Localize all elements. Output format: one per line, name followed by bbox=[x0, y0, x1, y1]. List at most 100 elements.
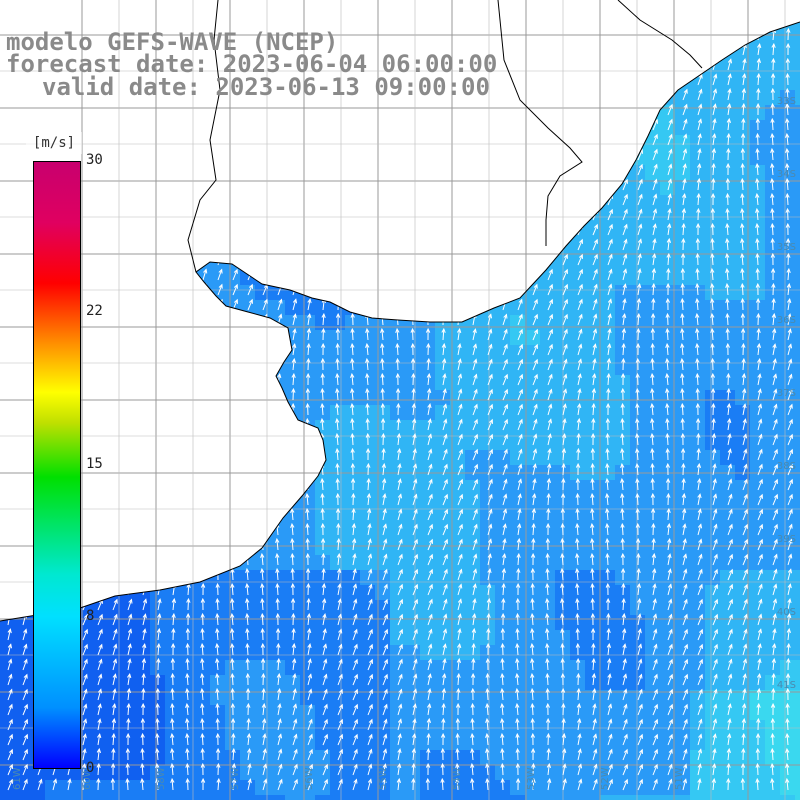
wind-arrow bbox=[140, 162, 145, 176]
wind-arrow bbox=[112, 418, 117, 431]
wind-arrow bbox=[560, 537, 565, 551]
wind-arrow bbox=[262, 298, 268, 311]
wind-arrow bbox=[786, 12, 791, 26]
wind-arrow bbox=[427, 628, 433, 641]
wind-arrow bbox=[216, 507, 222, 521]
wind-arrow bbox=[157, 433, 163, 446]
wind-arrow bbox=[532, 223, 538, 236]
wind-arrow bbox=[652, 43, 658, 56]
wind-arrow bbox=[322, 13, 328, 26]
wind-arrow bbox=[232, 238, 238, 251]
wind-arrow bbox=[470, 687, 476, 701]
wind-arrow bbox=[725, 297, 730, 311]
wind-arrow bbox=[591, 402, 596, 416]
wind-arrow bbox=[7, 748, 13, 761]
wind-arrow bbox=[607, 253, 613, 266]
wind-arrow bbox=[606, 627, 611, 641]
wind-arrow bbox=[562, 208, 568, 221]
wind-arrow bbox=[530, 567, 536, 581]
wind-arrow bbox=[666, 222, 672, 236]
wind-arrow bbox=[202, 522, 207, 536]
wind-arrow bbox=[52, 0, 58, 11]
wind-arrow bbox=[695, 372, 700, 386]
wind-arrow bbox=[712, 643, 718, 656]
wind-arrow bbox=[427, 448, 433, 461]
wind-arrow bbox=[337, 778, 343, 791]
wind-arrow bbox=[785, 147, 790, 161]
wind-arrow bbox=[185, 732, 190, 746]
wind-arrow bbox=[22, 583, 27, 596]
wind-arrow bbox=[187, 478, 193, 491]
wind-arrow bbox=[561, 462, 566, 476]
wind-arrow bbox=[740, 147, 746, 161]
wind-arrow bbox=[560, 567, 565, 581]
wind-arrow bbox=[275, 492, 280, 506]
wind-arrow bbox=[577, 313, 583, 326]
wind-arrow bbox=[607, 673, 612, 686]
wind-arrow bbox=[427, 553, 433, 566]
wind-arrow bbox=[532, 253, 538, 266]
wind-arrow bbox=[82, 508, 88, 521]
wind-arrow bbox=[336, 282, 341, 296]
wind-arrow bbox=[457, 12, 462, 26]
wind-arrow bbox=[530, 642, 535, 656]
wind-arrow bbox=[710, 237, 715, 251]
wind-arrow bbox=[545, 582, 550, 596]
wind-arrow bbox=[140, 192, 145, 206]
wind-arrow bbox=[665, 432, 670, 446]
wind-arrow bbox=[172, 493, 178, 506]
wind-arrow bbox=[605, 462, 610, 476]
wind-arrow bbox=[652, 13, 658, 26]
wind-arrow bbox=[171, 237, 176, 251]
wind-arrow bbox=[682, 178, 687, 191]
wind-arrow bbox=[156, 282, 161, 296]
wind-arrow bbox=[652, 103, 658, 116]
wind-arrow bbox=[245, 492, 251, 506]
wind-arrow bbox=[696, 447, 701, 461]
wind-arrow bbox=[562, 298, 568, 311]
wind-arrow bbox=[261, 702, 267, 716]
wind-arrow bbox=[770, 102, 775, 116]
wind-arrow bbox=[277, 148, 283, 161]
wind-arrow bbox=[22, 703, 28, 716]
wind-arrow bbox=[382, 763, 387, 776]
wind-arrow bbox=[126, 357, 132, 371]
wind-arrow bbox=[290, 522, 295, 536]
wind-arrow bbox=[215, 717, 220, 731]
latitude-label: 38S bbox=[777, 461, 796, 472]
wind-arrow bbox=[320, 417, 325, 431]
wind-arrow bbox=[787, 373, 793, 386]
wind-arrow bbox=[560, 627, 565, 641]
wind-arrow bbox=[142, 343, 147, 356]
wind-arrow bbox=[697, 613, 703, 626]
wind-arrow bbox=[697, 523, 703, 536]
wind-arrow bbox=[665, 402, 670, 416]
wind-arrow bbox=[772, 583, 778, 596]
wind-arrow bbox=[365, 267, 371, 281]
wind-arrow bbox=[502, 358, 508, 371]
wind-arrow bbox=[622, 778, 628, 791]
wind-arrow bbox=[187, 298, 193, 311]
wind-arrow bbox=[290, 582, 296, 596]
wind-arrow bbox=[697, 673, 703, 686]
wind-arrow bbox=[697, 718, 703, 731]
wind-arrow bbox=[561, 432, 567, 446]
wind-arrow bbox=[306, 627, 312, 641]
wind-arrow bbox=[516, 192, 522, 206]
wind-arrow bbox=[217, 268, 223, 281]
wind-arrow bbox=[667, 58, 673, 71]
wind-arrow bbox=[140, 102, 145, 116]
wind-arrow bbox=[412, 643, 418, 656]
wind-arrow bbox=[97, 628, 103, 641]
wind-arrow bbox=[757, 388, 762, 401]
wind-arrow bbox=[485, 102, 490, 116]
wind-arrow bbox=[772, 418, 778, 431]
wind-arrow bbox=[411, 762, 416, 776]
wind-arrow bbox=[110, 297, 115, 311]
wind-arrow bbox=[216, 162, 221, 176]
wind-arrow bbox=[396, 147, 402, 161]
wind-arrow bbox=[545, 702, 551, 716]
wind-arrow bbox=[290, 567, 295, 581]
wind-arrow bbox=[607, 328, 612, 341]
wind-arrow bbox=[337, 252, 342, 266]
